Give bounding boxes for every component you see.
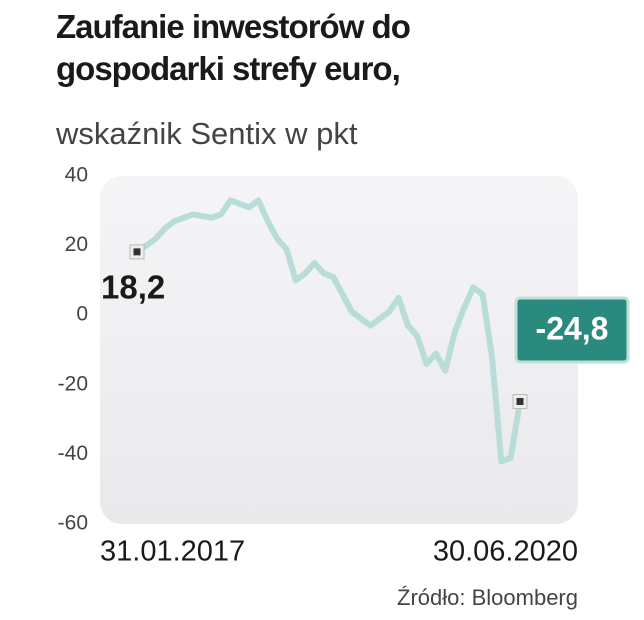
value-label: -24,8 bbox=[536, 310, 609, 346]
source: Źródło: Bloomberg bbox=[397, 585, 578, 610]
chart-title: Zaufanie inwestorów do gospodarki strefy… bbox=[56, 8, 411, 87]
point-marker-core bbox=[133, 248, 141, 256]
x-tick-label: 31.01.2017 bbox=[100, 536, 245, 568]
y-tick-label: 20 bbox=[65, 233, 88, 256]
plot-area bbox=[100, 176, 578, 524]
x-tick-label: 30.06.2020 bbox=[433, 536, 578, 568]
line bbox=[134, 197, 523, 465]
y-tick-label: 40 bbox=[65, 164, 88, 187]
y-tick-label: -60 bbox=[58, 512, 88, 535]
point-marker-core bbox=[516, 398, 524, 406]
y-tick-label: 0 bbox=[76, 303, 88, 326]
value-label: 18,2 bbox=[101, 269, 165, 306]
y-tick-label: -20 bbox=[58, 372, 88, 395]
y-tick-label: -40 bbox=[58, 442, 88, 465]
chart-subtitle: wskaźnik Sentix w pkt bbox=[56, 116, 358, 151]
value-label-box bbox=[514, 296, 630, 364]
